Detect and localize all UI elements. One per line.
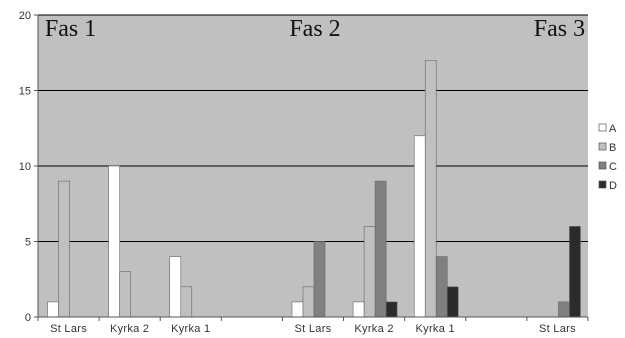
bar-B-0 <box>58 180 70 318</box>
bar-B-5 <box>363 226 376 318</box>
bar-B-2 <box>180 286 193 318</box>
phase-label: Fas 2 <box>289 16 340 42</box>
x-tick-label: Kyrka 1 <box>171 323 210 335</box>
x-tick-label: St Lars <box>539 323 576 335</box>
y-tick-label: 0 <box>25 312 31 324</box>
bar-A-6 <box>413 135 426 318</box>
bar-A-2 <box>169 256 182 318</box>
y-tick-label: 15 <box>19 86 31 98</box>
legend-swatch-A <box>598 123 607 132</box>
x-tick-label: Kyrka 1 <box>416 323 455 335</box>
bar-C-6 <box>435 256 448 318</box>
bar-D-8 <box>569 226 581 318</box>
phase-label: Fas 3 <box>534 16 585 42</box>
y-tick-label: 5 <box>25 237 31 249</box>
bar-D-6 <box>446 286 459 318</box>
legend-swatch-D <box>598 180 607 189</box>
bar-B-4 <box>302 286 315 318</box>
bar-A-5 <box>352 301 365 318</box>
phase-label: Fas 1 <box>45 16 96 42</box>
bar-C-4 <box>313 241 326 318</box>
legend-swatch-B <box>598 142 607 151</box>
bar-A-1 <box>108 165 120 318</box>
bar-B-1 <box>119 271 131 318</box>
bar-C-8 <box>558 301 570 318</box>
bar-C-5 <box>374 180 387 318</box>
legend-label: A <box>609 123 617 135</box>
y-tick-label: 20 <box>19 10 31 22</box>
bar-D-5 <box>385 301 398 318</box>
bar-A-4 <box>291 301 304 318</box>
x-tick-label: St Lars <box>295 323 332 335</box>
legend-label: B <box>609 142 616 154</box>
legend-swatch-C <box>598 161 607 170</box>
x-tick-label: Kyrka 2 <box>110 323 149 335</box>
bar-B-6 <box>424 59 437 318</box>
legend-label: D <box>609 180 617 192</box>
x-tick-label: Kyrka 2 <box>354 323 393 335</box>
bar-A-0 <box>47 301 59 318</box>
legend-label: C <box>609 161 617 173</box>
y-tick-label: 10 <box>19 161 31 173</box>
x-tick-label: St Lars <box>50 323 87 335</box>
